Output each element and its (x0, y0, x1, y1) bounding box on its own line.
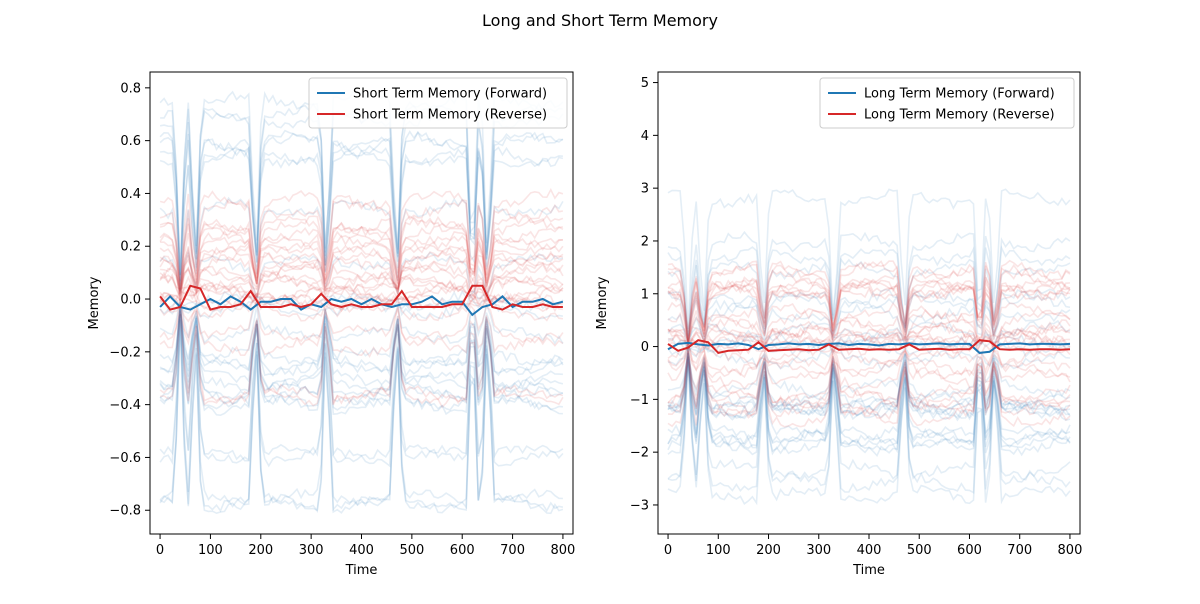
legend-entry: Short Term Memory (Reverse) (353, 108, 547, 123)
x-tick-label: 400 (349, 543, 374, 558)
y-tick-label: 3 (641, 182, 649, 197)
figure-title: Long and Short Term Memory (482, 11, 718, 30)
x-axis-label: Time (345, 563, 378, 578)
series-line-reverse (667, 339, 1071, 354)
y-tick-label: −0.8 (109, 504, 141, 519)
x-tick-label: 500 (907, 543, 932, 558)
y-tick-label: 0.2 (120, 240, 141, 255)
chart-panel-1: 0 100 200 300 400 500 600 700 800 −0.8 −0.6 −0.4 −0.… (87, 71, 576, 578)
y-tick-label: −1 (630, 393, 649, 408)
legend: Short Term Memory (Forward) Short Term Me… (308, 77, 568, 129)
y-tick-label: 0 (641, 340, 649, 355)
x-axis-label: Time (852, 563, 885, 578)
legend-box (819, 77, 1075, 129)
y-tick-label: 0.8 (120, 81, 141, 96)
y-tick-label: 0.6 (120, 134, 141, 149)
y-tick-label: 4 (641, 129, 649, 144)
x-tick-label: 800 (551, 543, 576, 558)
y-tick-label: 0.0 (120, 293, 141, 308)
x-tick-label: 300 (806, 543, 831, 558)
x-tick-label: 400 (857, 543, 882, 558)
x-tick-label: 700 (1007, 543, 1032, 558)
legend: Long Term Memory (Forward) Long Term Memo… (819, 77, 1075, 129)
x-tick-label: 700 (500, 543, 525, 558)
legend-box (308, 77, 568, 129)
background-traces (667, 188, 1071, 506)
chart-panel-2: 0 100 200 300 400 500 600 700 800 −3 −2 −1 0 1 2 3 4 5 Tim… (595, 71, 1083, 578)
series-line-reverse (159, 284, 563, 311)
y-axis-label: Memory (595, 276, 610, 329)
y-axis-label: Memory (87, 276, 102, 329)
background-traces (159, 90, 564, 515)
y-tick-label: −0.6 (109, 451, 141, 466)
x-tick-label: 300 (299, 543, 324, 558)
y-tick-label: 5 (641, 76, 649, 91)
legend-entry: Short Term Memory (Forward) (353, 87, 547, 102)
x-tick-label: 600 (957, 543, 982, 558)
x-tick-label: 200 (756, 543, 781, 558)
y-tick-label: −2 (630, 446, 649, 461)
y-tick-label: 2 (641, 234, 649, 249)
x-tick-label: 0 (156, 543, 164, 558)
y-tick-label: 1 (641, 287, 649, 302)
legend-entry: Long Term Memory (Reverse) (864, 108, 1055, 123)
x-tick-label: 600 (450, 543, 475, 558)
y-tick-label: −3 (630, 498, 649, 513)
x-tick-label: 100 (706, 543, 731, 558)
y-tick-label: −0.2 (109, 345, 141, 360)
series-line-forward (159, 294, 564, 317)
x-tick-label: 200 (248, 543, 273, 558)
legend-entry: Long Term Memory (Forward) (864, 87, 1055, 102)
y-tick-label: 0.4 (120, 187, 141, 202)
x-tick-label: 500 (399, 543, 424, 558)
x-tick-label: 800 (1058, 543, 1083, 558)
x-tick-label: 0 (664, 543, 672, 558)
y-tick-label: −0.4 (109, 398, 141, 413)
x-tick-label: 100 (198, 543, 223, 558)
series-line-forward (667, 341, 1071, 354)
